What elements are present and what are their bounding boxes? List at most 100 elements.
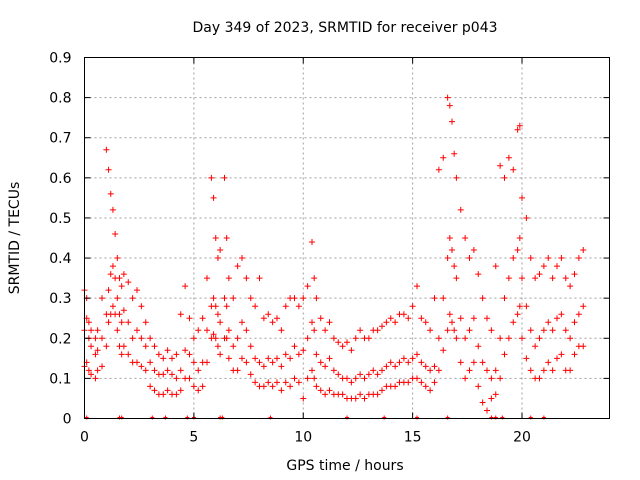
data-point xyxy=(190,359,197,366)
data-point xyxy=(558,351,565,358)
data-point xyxy=(435,335,442,342)
data-point xyxy=(470,315,477,322)
data-point xyxy=(571,271,578,278)
data-point xyxy=(466,327,473,334)
data-point xyxy=(536,375,543,382)
data-point xyxy=(444,255,451,262)
data-point xyxy=(449,319,455,326)
data-point xyxy=(580,343,587,350)
data-point xyxy=(99,335,105,342)
data-point xyxy=(492,391,499,398)
data-point xyxy=(120,307,127,314)
data-point xyxy=(142,343,149,350)
data-point xyxy=(243,359,250,366)
data-point xyxy=(475,383,482,390)
data-point xyxy=(103,146,110,153)
data-point xyxy=(282,351,289,358)
data-point xyxy=(361,395,368,402)
data-point xyxy=(457,315,464,322)
data-point xyxy=(457,206,464,213)
data-point xyxy=(210,194,217,201)
data-point xyxy=(269,383,276,390)
data-point xyxy=(580,247,587,254)
data-point xyxy=(317,387,324,394)
data-point xyxy=(274,315,280,322)
data-point xyxy=(352,395,359,402)
data-point xyxy=(519,194,525,201)
data-point xyxy=(457,359,464,366)
data-point xyxy=(265,355,272,362)
data-point xyxy=(479,359,486,366)
data-point xyxy=(217,247,224,254)
data-point xyxy=(374,391,381,398)
data-point xyxy=(322,391,329,398)
data-point xyxy=(107,190,114,197)
data-point xyxy=(295,303,302,310)
data-point xyxy=(322,327,329,334)
data-point xyxy=(129,295,136,302)
data-point xyxy=(392,383,399,390)
data-point xyxy=(309,319,315,326)
data-point xyxy=(210,331,217,338)
data-point xyxy=(435,166,442,173)
data-point xyxy=(160,371,167,378)
x-tick-labels: 0 5 10 15 20 xyxy=(80,430,531,446)
data-point xyxy=(427,367,434,374)
data-point xyxy=(114,327,121,334)
data-point xyxy=(383,319,390,326)
data-point xyxy=(435,367,442,374)
data-point xyxy=(313,295,320,302)
data-point xyxy=(440,347,447,354)
data-point xyxy=(164,347,171,354)
data-point xyxy=(186,375,193,382)
data-point xyxy=(269,319,276,326)
data-point xyxy=(516,122,523,129)
data-point xyxy=(112,311,119,318)
data-point xyxy=(311,375,318,382)
data-point xyxy=(383,363,390,370)
data-point xyxy=(134,287,140,294)
data-point xyxy=(400,355,407,362)
data-point xyxy=(155,351,162,358)
data-point xyxy=(195,327,202,334)
data-point xyxy=(418,359,425,366)
data-point xyxy=(519,275,525,282)
data-point xyxy=(160,355,167,362)
data-point xyxy=(317,359,324,366)
data-point xyxy=(444,94,451,101)
data-point xyxy=(567,283,574,290)
data-point xyxy=(414,283,420,290)
data-point xyxy=(497,375,504,382)
data-point xyxy=(414,351,420,358)
data-point xyxy=(466,255,473,262)
data-point xyxy=(545,359,552,366)
data-point xyxy=(379,387,385,394)
data-point xyxy=(239,319,245,326)
data-point xyxy=(199,383,206,390)
data-point xyxy=(103,343,110,350)
data-point xyxy=(109,206,116,213)
y-tick-label: 0.9 xyxy=(49,51,71,67)
data-point xyxy=(348,379,355,386)
data-point xyxy=(567,367,574,374)
data-point xyxy=(370,367,377,374)
data-point xyxy=(519,335,525,342)
data-point xyxy=(492,367,499,374)
data-point xyxy=(204,327,210,334)
data-point xyxy=(147,383,154,390)
data-point xyxy=(142,367,149,374)
x-tick-label: 5 xyxy=(189,430,198,446)
data-point xyxy=(479,295,486,302)
data-point xyxy=(147,335,154,342)
data-point xyxy=(348,347,355,354)
data-point xyxy=(449,247,455,254)
data-points xyxy=(81,94,587,414)
data-point xyxy=(431,295,438,302)
data-point xyxy=(313,351,320,358)
x-tick-label: 20 xyxy=(513,430,531,446)
data-point xyxy=(212,303,219,310)
data-point xyxy=(112,230,119,237)
data-point xyxy=(484,407,490,414)
data-point xyxy=(514,247,521,254)
data-point xyxy=(392,319,399,326)
